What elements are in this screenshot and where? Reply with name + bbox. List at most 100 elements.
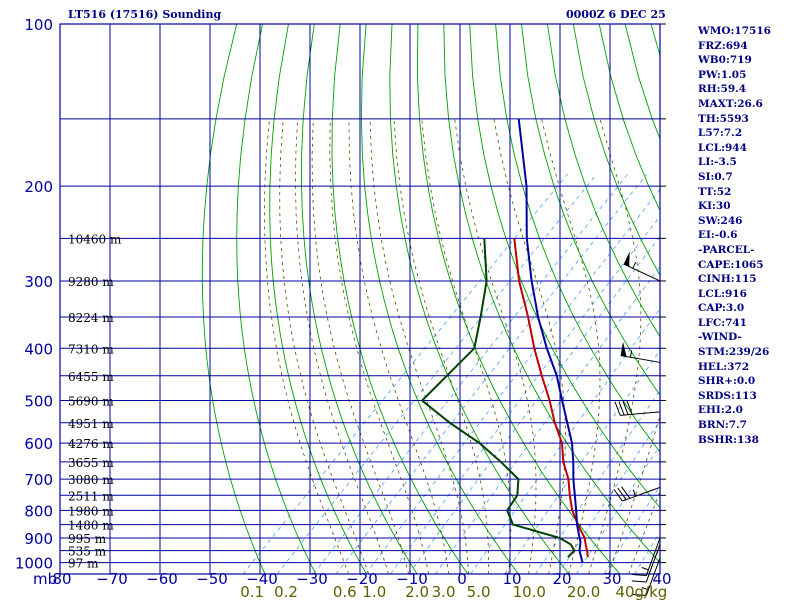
pressure-tick-label: 700 <box>24 471 53 489</box>
wind-barb-full <box>631 574 647 577</box>
index-item: LCL:944 <box>698 141 747 154</box>
height-label: 535 m <box>68 545 107 559</box>
mixing-ratio-tick-label: 20.0 <box>567 583 600 600</box>
wind-barb-half <box>629 350 633 358</box>
wind-barb-full <box>631 580 647 583</box>
chart-title: LT516 (17516) Sounding <box>68 8 222 21</box>
index-item: FRZ:694 <box>698 39 748 52</box>
dry-adiabat-line <box>201 24 266 574</box>
wind-barb-staff <box>645 537 661 576</box>
dry-adiabat-line <box>416 24 621 574</box>
wind-barb-staff <box>623 263 661 282</box>
moist-adiabat-line <box>588 118 642 574</box>
temperature-tick-label: 80 <box>52 570 71 588</box>
pressure-tick-label: 900 <box>24 530 53 548</box>
height-label: 4276 m <box>68 437 114 451</box>
dry-adiabat-line <box>360 24 519 574</box>
wind-barb <box>620 341 661 363</box>
index-item: KI:30 <box>698 200 731 213</box>
index-item: L57:7.2 <box>698 127 743 140</box>
height-label: 10460 m <box>68 232 122 246</box>
index-item: TH:5593 <box>698 112 749 125</box>
wind-barb <box>613 486 661 502</box>
dewpoint-line <box>420 238 576 558</box>
mixing-ratio-line <box>390 215 660 574</box>
pressure-tick-label: 600 <box>24 435 53 453</box>
index-item: BRN:7.7 <box>698 419 747 432</box>
pressure-axis-label: mb <box>33 570 57 588</box>
mixing-ratio-tick-label: 0.1 <box>240 583 264 600</box>
height-label: 5690 m <box>68 394 114 408</box>
wind-barb-half <box>632 489 637 497</box>
dry-adiabat-line <box>236 24 317 574</box>
height-label: 1980 m <box>68 504 114 518</box>
wind-barb <box>614 400 661 416</box>
dry-adiabat-line <box>469 24 660 509</box>
height-label: 1480 m <box>68 519 114 533</box>
wind-barb-half <box>632 261 637 269</box>
dry-adiabat-line <box>521 24 660 396</box>
moist-adiabat-line <box>348 118 449 574</box>
indices-panel: WMO:17516 FRZ:694 WB0:719 PW:1.05 RH:59.4 MAX… <box>698 24 771 447</box>
index-item: LCL:916 <box>698 287 747 300</box>
mixing-ratio-line <box>408 235 660 574</box>
wind-barb-half <box>641 586 649 591</box>
temperature-tick-label: 40 <box>652 570 671 588</box>
mixing-ratio-line <box>575 444 660 574</box>
dry-adiabat-line <box>269 24 367 574</box>
mixing-ratio-tick-label: 5.0 <box>467 583 491 600</box>
index-item: STM:239/26 <box>698 346 770 359</box>
index-item: SI:0.7 <box>698 170 733 183</box>
wind-barbs <box>613 251 661 596</box>
index-item: SW:246 <box>698 214 743 227</box>
index-item: CAPE:1065 <box>698 258 764 271</box>
temperature-line <box>513 238 589 558</box>
temperature-tick-label: 10 <box>502 570 521 588</box>
index-item: TT:52 <box>698 185 732 198</box>
height-label: 4951 m <box>68 417 114 431</box>
index-item: LI:-3.5 <box>698 156 737 169</box>
index-item: EI:-0.6 <box>698 229 738 242</box>
wind-barb <box>631 557 661 596</box>
wind-barb <box>631 537 661 577</box>
mixing-ratio-tick-label: 2.0 <box>405 583 429 600</box>
pressure-tick-label: 800 <box>24 502 53 520</box>
height-label: 3655 m <box>68 456 114 470</box>
temperature-tick-label: 0 <box>457 570 467 588</box>
dry-adiabat-line <box>389 24 570 574</box>
wind-barb-staff <box>620 355 661 363</box>
temperature-tick-label: 20 <box>552 570 571 588</box>
moist-adiabat-line <box>454 118 537 574</box>
wind-barb-staff <box>622 486 661 502</box>
moist-adiabat-line <box>369 118 469 574</box>
dry-adiabat-line <box>495 24 660 453</box>
mixing-ratio-tick-label: 40g/kg <box>615 583 667 600</box>
moist-adiabat-line <box>279 118 369 574</box>
pressure-tick-label: 200 <box>24 178 53 196</box>
wind-barb-pennant <box>623 251 630 267</box>
mixing-ratio-line <box>313 173 629 574</box>
parcel-path-line <box>517 118 584 563</box>
mixing-ratio-tick-label: 0.2 <box>274 583 298 600</box>
wind-barb-pennant <box>620 341 627 357</box>
wind-barb-full <box>614 401 621 416</box>
dry-adiabat-line <box>301 24 418 574</box>
dry-adiabat-line <box>443 24 660 564</box>
wind-barb-full <box>631 593 647 596</box>
wind-barb-full <box>617 487 627 500</box>
temperature-tick-label: −10 <box>396 570 428 588</box>
temperature-tick-label: 30 <box>602 570 621 588</box>
index-item: RH:59.4 <box>698 83 747 96</box>
moist-adiabat-line <box>421 118 512 574</box>
pressure-tick-label: 500 <box>24 392 53 410</box>
series-lines <box>420 118 589 563</box>
mixing-ratio-tick-label: 10.0 <box>513 583 546 600</box>
index-item: -WIND- <box>698 331 742 344</box>
height-label: 6455 m <box>68 370 114 384</box>
height-label: 7310 m <box>68 342 114 356</box>
mixing-ratio-tick-label: 3.0 <box>432 583 456 600</box>
height-label: 8224 m <box>68 311 114 325</box>
moist-adiabat-line <box>263 118 349 574</box>
